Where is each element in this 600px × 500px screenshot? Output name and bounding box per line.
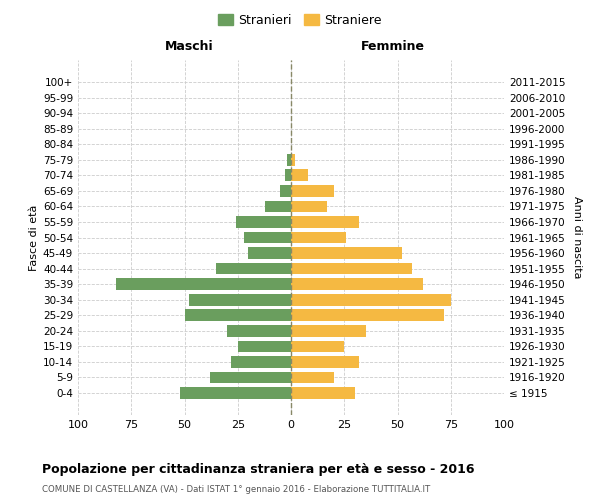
Bar	[284, 170, 291, 181]
Bar	[291, 200, 327, 212]
Bar	[291, 294, 451, 306]
Bar	[287, 154, 291, 166]
Bar	[291, 170, 308, 181]
Bar	[236, 216, 291, 228]
Text: Femmine: Femmine	[361, 40, 425, 53]
Bar	[189, 294, 291, 306]
Y-axis label: Anni di nascita: Anni di nascita	[572, 196, 582, 279]
Bar	[180, 387, 291, 399]
Bar	[185, 310, 291, 321]
Bar	[238, 340, 291, 352]
Text: Maschi: Maschi	[164, 40, 213, 53]
Bar	[232, 356, 291, 368]
Text: Popolazione per cittadinanza straniera per età e sesso - 2016: Popolazione per cittadinanza straniera p…	[42, 462, 475, 475]
Bar	[291, 325, 365, 336]
Y-axis label: Fasce di età: Fasce di età	[29, 204, 39, 270]
Bar	[210, 372, 291, 384]
Bar	[291, 372, 334, 384]
Bar	[248, 247, 291, 259]
Bar	[291, 263, 412, 274]
Bar	[291, 340, 344, 352]
Bar	[265, 200, 291, 212]
Bar	[291, 278, 423, 290]
Legend: Stranieri, Straniere: Stranieri, Straniere	[213, 8, 387, 32]
Bar	[227, 325, 291, 336]
Bar	[291, 232, 346, 243]
Bar	[291, 247, 402, 259]
Bar	[244, 232, 291, 243]
Bar	[280, 185, 291, 196]
Bar	[291, 216, 359, 228]
Bar	[217, 263, 291, 274]
Bar	[291, 310, 445, 321]
Bar	[291, 387, 355, 399]
Bar	[116, 278, 291, 290]
Text: COMUNE DI CASTELLANZA (VA) - Dati ISTAT 1° gennaio 2016 - Elaborazione TUTTITALI: COMUNE DI CASTELLANZA (VA) - Dati ISTAT …	[42, 485, 430, 494]
Bar	[291, 356, 359, 368]
Bar	[291, 154, 295, 166]
Bar	[291, 185, 334, 196]
